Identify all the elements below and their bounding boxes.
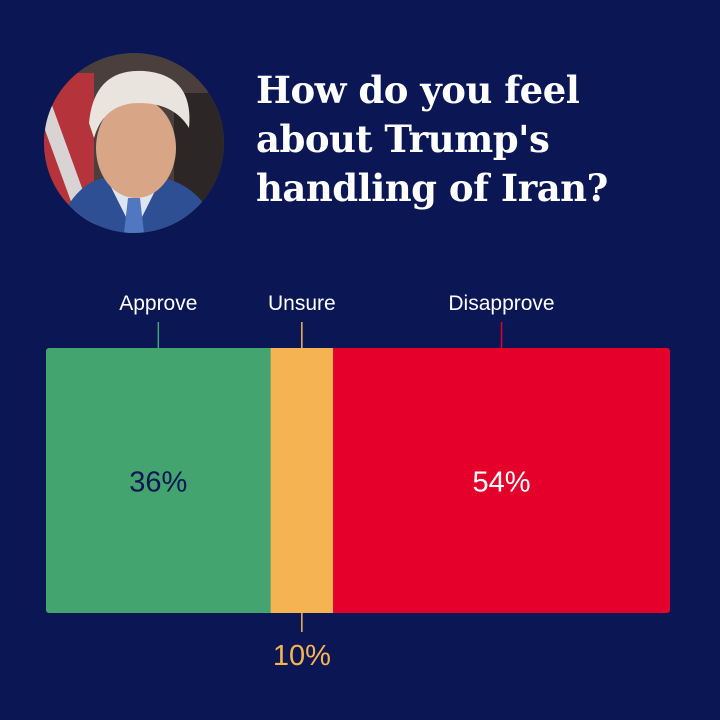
bar-group <box>46 348 670 613</box>
bar-segment-approve <box>46 348 272 613</box>
category-label-unsure: Unsure <box>268 292 336 315</box>
bar-segment-disapprove <box>333 348 670 613</box>
value-label-unsure: 10% <box>273 640 331 672</box>
bar-segment-unsure <box>270 348 334 613</box>
value-label-approve: 36% <box>129 467 187 499</box>
category-label-approve: Approve <box>119 292 197 315</box>
chart-title: How do you feel about Trump's handling o… <box>256 68 608 210</box>
value-label-disapprove: 54% <box>472 467 530 499</box>
trump-portrait <box>44 53 224 233</box>
category-label-disapprove: Disapprove <box>448 292 554 315</box>
